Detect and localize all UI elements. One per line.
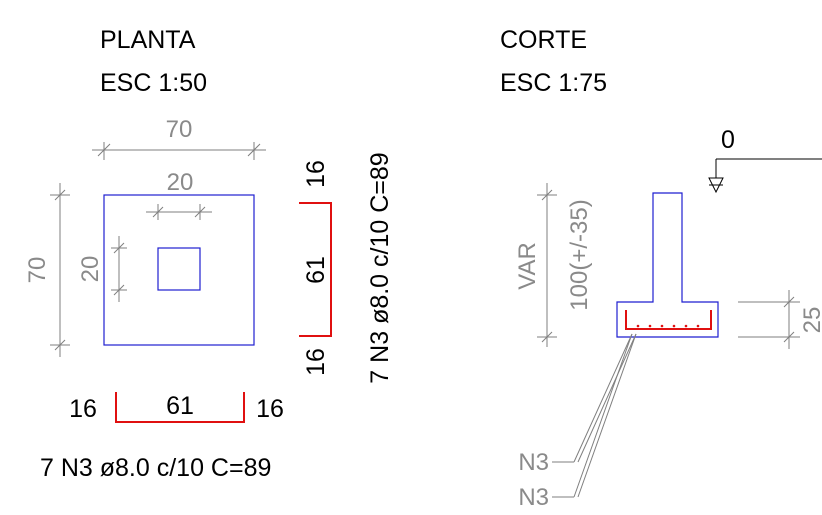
depth-label: 100(+/-35) <box>566 199 593 310</box>
dim-outer-top-label: 70 <box>166 116 193 143</box>
section-rebar-dots <box>636 324 700 328</box>
dim-height <box>738 290 800 349</box>
footing-outline <box>103 194 255 346</box>
rebar-vertical <box>299 202 332 337</box>
rebar-label-vertical: 7 N3 ø8.0 c/10 C=89 <box>366 152 394 383</box>
dim-outer-top <box>92 142 266 160</box>
dim-inner-left <box>111 236 127 302</box>
bar-h-mid: 61 <box>166 392 194 420</box>
corte-title: CORTE <box>500 26 587 54</box>
dim-inner-left-label: 20 <box>77 256 104 283</box>
section-outline <box>616 192 719 338</box>
bar-v-bottom: 16 <box>302 348 330 376</box>
level-label: 0 <box>721 126 735 154</box>
dim-outer-left-label: 70 <box>24 257 51 284</box>
dim-inner-top-label: 20 <box>167 169 194 196</box>
planta-title: PLANTA <box>100 26 196 54</box>
var-label: VAR <box>514 242 541 290</box>
bar-h-right: 16 <box>256 395 284 423</box>
callout-leaders <box>552 333 637 498</box>
callout-n3-2: N3 <box>518 484 549 511</box>
level-marker <box>708 158 822 194</box>
planta-scale: ESC 1:50 <box>100 69 207 97</box>
bar-h-left: 16 <box>69 395 97 423</box>
dim-inner-top <box>146 204 212 220</box>
dim-outer-left <box>50 183 70 357</box>
dim-var <box>537 183 557 347</box>
height-label: 25 <box>799 307 822 334</box>
bar-v-top: 16 <box>302 160 330 188</box>
corte-scale: ESC 1:75 <box>500 69 607 97</box>
column-outline <box>157 247 201 291</box>
section-rebar <box>625 310 712 330</box>
rebar-label-horizontal: 7 N3 ø8.0 c/10 C=89 <box>40 454 271 482</box>
bar-v-mid: 61 <box>302 256 330 284</box>
callout-n3-1: N3 <box>518 449 549 476</box>
rebar-horizontal <box>115 392 245 423</box>
